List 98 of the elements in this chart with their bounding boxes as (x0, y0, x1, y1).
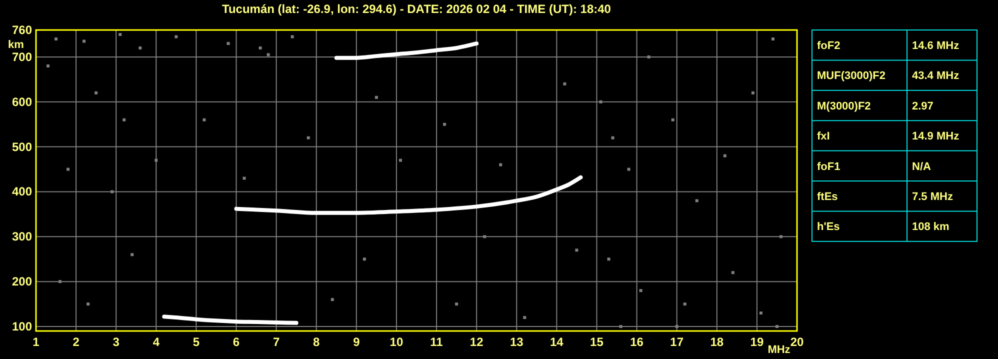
point (443, 122, 446, 126)
text: 43.4 MHz (912, 70, 960, 82)
point (54, 37, 58, 40)
y-tick-label: 300 (12, 230, 32, 244)
x-tick-label: 13 (510, 335, 524, 349)
y-tick-label: 760 (12, 23, 32, 37)
point (731, 271, 734, 274)
point (455, 302, 458, 306)
text: 7.5 MHz (912, 191, 953, 203)
x-tick-label: 19 (750, 335, 764, 349)
point (671, 118, 674, 122)
point (398, 158, 402, 162)
point (499, 163, 502, 166)
chart-title: Tucumán (lat: -26.9, lon: 294.6) - DATE: 2026 02 04 - TIME (UT): 18:40 (222, 2, 612, 16)
y-tick-label: 700 (12, 50, 32, 64)
x-tick-label: 17 (670, 335, 684, 349)
x-tick-label: 20 (790, 335, 804, 349)
category-label: ftEs (817, 191, 838, 203)
point (611, 136, 614, 140)
point (242, 176, 246, 180)
y-tick-label: 400 (12, 184, 32, 199)
point (330, 298, 334, 302)
point (110, 190, 114, 194)
point (775, 325, 778, 328)
point (94, 91, 98, 94)
category-label: fxI (817, 130, 830, 143)
point (130, 253, 134, 256)
point (86, 302, 90, 306)
x-tick-label: 1 (32, 335, 40, 349)
category-label: M(3000)F2 (817, 100, 871, 112)
x-tick-label: 7 (272, 335, 280, 349)
point (779, 235, 782, 238)
x-tick-label: 14 (550, 335, 564, 349)
point (290, 35, 294, 38)
point (695, 199, 698, 202)
x-tick-label: 4 (152, 335, 160, 349)
point (607, 258, 610, 261)
point (683, 302, 686, 306)
text: N/A (912, 160, 931, 173)
x-tick-label: 5 (192, 335, 200, 349)
category-label: foF1 (817, 160, 840, 173)
y-tick-label: 200 (12, 274, 32, 289)
point (174, 35, 178, 38)
point (675, 325, 678, 328)
x-tick-label: 6 (232, 335, 240, 349)
y-tick-label: 100 (12, 320, 32, 334)
point (751, 91, 754, 94)
x-tick-label: 2 (72, 335, 80, 349)
point (523, 316, 526, 320)
point (575, 248, 578, 252)
point (362, 258, 366, 261)
text: 14.6 MHz (912, 40, 960, 52)
x-tick-label: 8 (313, 335, 320, 349)
y-axis-title: km (8, 39, 24, 51)
x-tick-label: 3 (112, 335, 120, 349)
x-tick-label: 15 (590, 335, 604, 349)
point (374, 96, 378, 99)
point (58, 280, 62, 284)
point (66, 168, 70, 171)
point (771, 37, 774, 40)
point (154, 158, 158, 162)
point (723, 154, 726, 158)
text: 14.9 MHz (912, 130, 960, 143)
point (118, 32, 122, 36)
x-axis-title: MHz (768, 344, 791, 356)
category-label: foF2 (817, 40, 840, 52)
point (258, 46, 262, 50)
point (46, 64, 50, 68)
y-tick-label: 500 (12, 140, 32, 154)
y-tick-label: 600 (12, 94, 32, 109)
point (483, 235, 486, 238)
category-label: h'Es (817, 221, 840, 234)
point (627, 168, 630, 171)
line-series (334, 41, 479, 60)
text: 2.97 (912, 100, 934, 112)
point (226, 42, 230, 45)
point (647, 55, 650, 58)
point (639, 289, 642, 292)
category-label: MUF(3000)F2 (817, 70, 886, 82)
line-series (234, 175, 583, 215)
point (619, 325, 622, 328)
line-series (162, 314, 298, 325)
x-tick-label: 11 (430, 335, 444, 349)
x-tick-label: 18 (710, 335, 724, 349)
x-tick-label: 9 (353, 335, 360, 349)
x-tick-label: 16 (630, 335, 644, 349)
point (599, 100, 602, 104)
text: 108 km (912, 221, 950, 234)
point (563, 82, 566, 86)
point (266, 53, 270, 56)
point (306, 136, 310, 140)
x-tick-label: 12 (470, 335, 484, 349)
point (82, 40, 86, 43)
point (202, 118, 206, 122)
point (122, 118, 126, 122)
point (138, 46, 142, 50)
x-tick-label: 10 (390, 335, 404, 349)
point (759, 312, 762, 315)
